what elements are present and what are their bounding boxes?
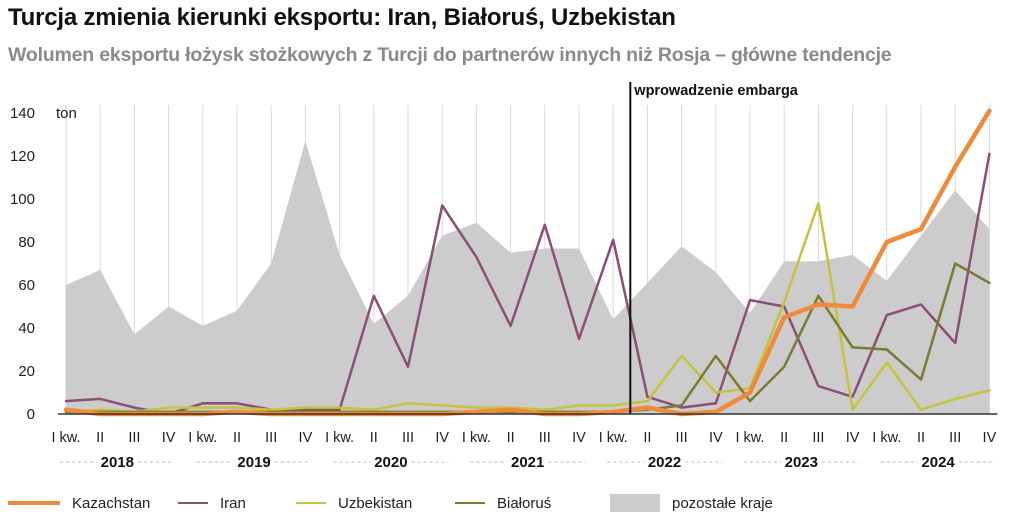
legend-swatch-iran [178,502,208,504]
y-tick-label: 40 [18,320,35,337]
x-tick-label: IV [299,430,313,446]
x-tick-label: III [539,430,551,446]
embargo-label: wprowadzenie embarga [633,83,799,99]
chart-plot: wprowadzenie embarga 0 20 40 60 80 100 120 140 t… [0,0,1024,480]
y-tick-label: 100 [10,191,35,208]
x-tick-label: IV [162,430,176,446]
y-tick-label: 120 [10,148,35,165]
x-tick-label: II [96,430,104,446]
x-tick-label: I kw. [325,430,354,446]
y-tick-label: 80 [18,234,35,251]
legend-item-iran: Iran [178,486,246,520]
y-unit-label: ton [56,105,77,122]
x-tick-label: I kw. [51,430,80,446]
year-label: 2021 [511,454,544,471]
legend-item-bialorus: Białoruś [455,486,551,520]
x-tick-label: II [643,430,651,446]
x-tick-label: IV [709,430,723,446]
x-tick-label: IV [846,430,860,446]
y-tick-label: 0 [27,406,35,423]
year-label: 2020 [374,454,407,471]
x-tick-label: III [676,430,688,446]
legend-swatch-pozostale [610,494,660,512]
legend-swatch-kazachstan [8,501,60,505]
legend-item-pozostale: pozostałe kraje [610,486,773,520]
x-tick-label: III [949,430,961,446]
legend-label-kazachstan: Kazachstan [72,495,150,512]
legend-label-pozostale: pozostałe kraje [672,495,773,512]
legend: Kazachstan Iran Uzbekistan Białoruś pozo… [0,486,1024,520]
year-label: 2022 [648,454,681,471]
year-label: 2019 [237,454,270,471]
legend-label-uzbekistan: Uzbekistan [338,495,412,512]
legend-item-kazachstan: Kazachstan [8,486,150,520]
x-tick-label: I kw. [872,430,901,446]
x-tick-label: IV [435,430,449,446]
legend-swatch-bialorus [455,502,485,504]
y-tick-label: 20 [18,363,35,380]
x-tick-label: II [917,430,925,446]
x-tick-label: III [812,430,824,446]
year-label: 2018 [101,454,134,471]
x-tick-label: II [507,430,515,446]
y-tick-label: 60 [18,277,35,294]
x-tick-label: I kw. [188,430,217,446]
x-tick-label: II [233,430,241,446]
x-tick-label: I kw. [599,430,628,446]
x-tick-label: III [128,430,140,446]
legend-item-uzbekistan: Uzbekistan [296,486,412,520]
year-label: 2024 [921,454,955,471]
x-tick-label: I kw. [735,430,764,446]
legend-label-bialorus: Białoruś [497,495,551,512]
legend-swatch-uzbekistan [296,502,326,504]
x-tick-label: III [265,430,277,446]
y-tick-label: 140 [10,105,35,122]
x-tick-label: II [780,430,788,446]
x-tick-label: IV [572,430,586,446]
x-tick-label: I kw. [462,430,491,446]
x-tick-label: III [402,430,414,446]
x-tick-label: IV [983,430,997,446]
year-label: 2023 [785,454,818,471]
legend-label-iran: Iran [220,495,246,512]
x-tick-label: II [370,430,378,446]
